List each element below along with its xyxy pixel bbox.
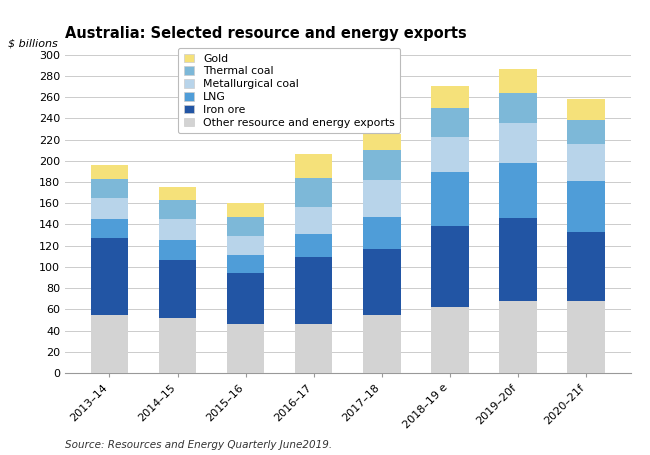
Bar [91,219,128,238]
Bar [567,232,605,301]
Text: Australia: Selected resource and energy exports: Australia: Selected resource and energy … [65,26,467,41]
Bar [159,200,196,219]
Bar [295,324,332,373]
Bar [363,150,400,180]
Bar [295,207,332,234]
Bar [159,240,196,259]
Bar [295,258,332,324]
Bar [159,318,196,373]
Bar [431,108,469,137]
Bar [499,301,537,373]
Bar [363,249,400,315]
Bar [159,219,196,240]
Bar [499,93,537,122]
Bar [431,137,469,172]
Text: $ billions: $ billions [8,38,58,48]
Bar [91,238,128,315]
Bar [295,154,332,178]
Bar [499,122,537,163]
Text: Source: Resources and Energy Quarterly June2019.: Source: Resources and Energy Quarterly J… [65,440,332,450]
Bar [363,180,400,217]
Bar [363,217,400,249]
Bar [567,301,605,373]
Bar [91,165,128,179]
Bar [431,307,469,373]
Bar [91,315,128,373]
Bar [567,181,605,232]
Bar [499,218,537,301]
Bar [91,198,128,219]
Bar [567,99,605,121]
Bar [159,259,196,318]
Bar [499,70,537,93]
Bar [363,134,400,150]
Bar [295,234,332,258]
Bar [227,273,265,324]
Bar [227,217,265,236]
Bar [227,203,265,217]
Bar [227,324,265,373]
Bar [431,172,469,226]
Legend: Gold, Thermal coal, Metallurgical coal, LNG, Iron ore, Other resource and energy: Gold, Thermal coal, Metallurgical coal, … [178,48,400,133]
Bar [159,187,196,200]
Bar [295,178,332,207]
Bar [499,163,537,218]
Bar [363,315,400,373]
Bar [227,236,265,255]
Bar [91,179,128,198]
Bar [567,144,605,181]
Bar [431,226,469,307]
Bar [227,255,265,273]
Bar [567,121,605,144]
Bar [431,86,469,108]
